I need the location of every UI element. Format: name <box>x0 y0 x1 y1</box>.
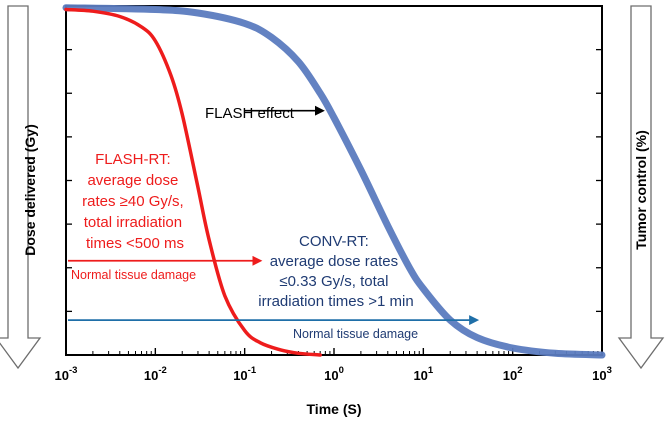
conv-rt-curve <box>62 4 606 359</box>
flash-rt-line-4: total irradiation <box>84 214 182 231</box>
normal-tissue-flash-label: Normal tissue damage <box>71 268 196 282</box>
flash-rt-curve <box>64 7 322 357</box>
flash-rt-line-3: rates ≥40 Gy/s, <box>82 193 184 210</box>
conv-rt-line-3: ≤0.33 Gy/s, total <box>279 273 388 290</box>
x-tick-label: 100 <box>324 365 344 383</box>
x-tick-label: 101 <box>413 365 433 383</box>
flash-rt-label: FLASH-RT: average dose rates ≥40 Gy/s, t… <box>82 151 188 252</box>
y-axis-right-title: Tumor control (%) <box>633 130 649 250</box>
conv-rt-line-1: CONV-RT: <box>299 233 369 250</box>
left-down-arrow <box>0 5 42 370</box>
y-axis-left-title: Dose delivered (Gy) <box>22 124 38 256</box>
normal-tissue-conv-label: Normal tissue damage <box>293 327 418 341</box>
conv-rt-label: CONV-RT: average dose rates ≤0.33 Gy/s, … <box>258 233 413 310</box>
flash-rt-line-1: FLASH-RT: <box>95 151 171 168</box>
conv-rt-line-2: average dose rates <box>270 253 398 270</box>
x-tick-label: 10-2 <box>144 365 167 383</box>
flash-rt-line-5: times <500 ms <box>86 235 184 252</box>
x-tick-label: 10-3 <box>55 365 78 383</box>
x-tick-label: 103 <box>592 365 612 383</box>
right-down-arrow <box>617 5 665 370</box>
flash-effect-label: FLASH effect <box>205 105 295 122</box>
conv-rt-line-4: irradiation times >1 min <box>258 293 413 310</box>
x-tick-label: 10-1 <box>233 365 257 383</box>
x-axis-title: Time (S) <box>307 401 362 417</box>
x-tick-label: 102 <box>503 365 523 383</box>
flash-rt-line-2: average dose <box>87 172 178 189</box>
